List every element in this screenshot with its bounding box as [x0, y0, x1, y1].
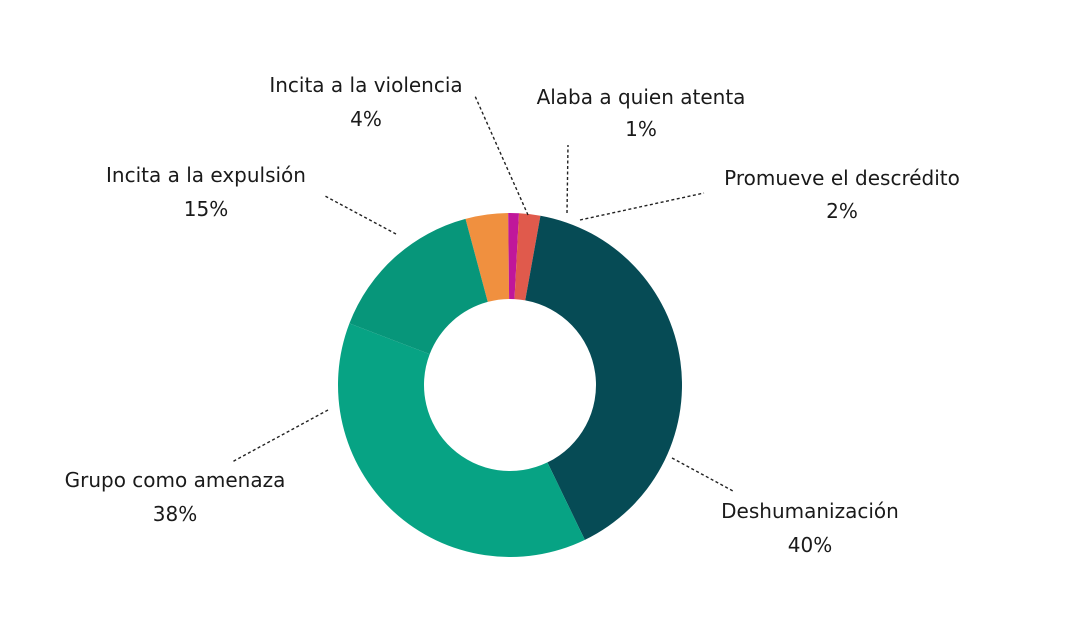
slice-deshumanizacion [525, 215, 682, 540]
slice-label-incita-a-la-violencia: Incita a la violencia [269, 73, 462, 97]
slice-percent-promueve-el-descredito: 2% [826, 199, 858, 223]
slice-label-promueve-el-descredito: Promueve el descrédito [724, 166, 960, 190]
leader-line-alaba-a-quien-atenta [566, 144, 569, 214]
slice-promueve-el-descredito [514, 213, 541, 301]
slice-incita-a-la-violencia [465, 213, 510, 302]
slice-label-deshumanizacion: Deshumanización [721, 499, 899, 523]
slice-label-grupo-como-amenaza: Grupo como amenaza [65, 468, 286, 492]
slice-percent-alaba-a-quien-atenta: 1% [625, 117, 657, 141]
leader-line-incita-a-la-violencia [474, 95, 529, 216]
leader-line-deshumanizacion [671, 457, 734, 492]
slice-percent-incita-a-la-expulsion: 15% [184, 197, 228, 221]
slice-label-alaba-a-quien-atenta: Alaba a quien atenta [537, 85, 746, 109]
leader-line-promueve-el-descredito [579, 192, 705, 221]
leader-line-grupo-como-amenaza [231, 409, 329, 463]
slice-alaba-a-quien-atenta [508, 213, 520, 300]
slice-incita-a-la-expulsion [349, 218, 488, 355]
slice-percent-deshumanizacion: 40% [788, 533, 832, 557]
slice-percent-grupo-como-amenaza: 38% [153, 502, 197, 526]
slice-percent-incita-a-la-violencia: 4% [350, 107, 382, 131]
slice-label-incita-a-la-expulsion: Incita a la expulsión [106, 163, 306, 187]
leader-line-incita-a-la-expulsion [324, 195, 397, 235]
slice-grupo-como-amenaza [337, 323, 585, 557]
